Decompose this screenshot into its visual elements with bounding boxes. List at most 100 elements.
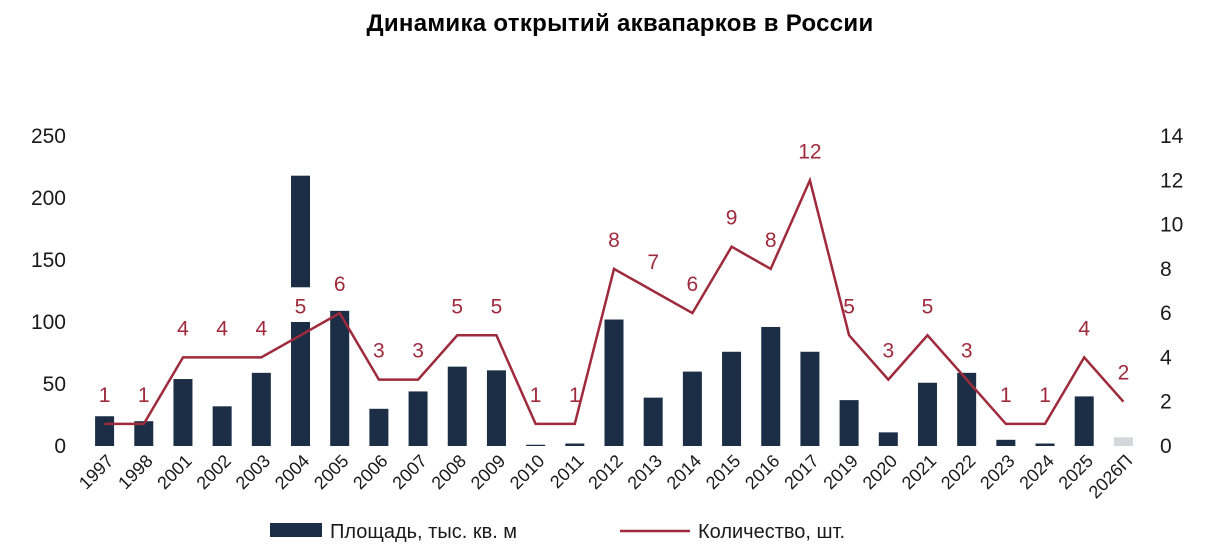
line-data-label: 1: [1039, 384, 1051, 407]
line-data-label: 5: [843, 295, 855, 318]
line-data-label: 8: [765, 229, 777, 252]
y-left-tick-label: 250: [31, 125, 66, 148]
bar: [1074, 396, 1094, 446]
bar-series: [95, 175, 1133, 446]
line-data-label: 6: [687, 273, 699, 296]
x-tick-label: 2014: [663, 451, 705, 493]
y-right-tick-label: 8: [1160, 258, 1172, 281]
bar: [251, 372, 271, 446]
x-tick-label: 2010: [506, 451, 548, 493]
x-tick-label: 2013: [624, 451, 666, 493]
y-right-tick-label: 12: [1160, 169, 1183, 192]
line-data-label: 12: [798, 140, 821, 163]
line-data-label: 2: [1118, 362, 1130, 385]
bar-break-segment: [291, 175, 311, 288]
x-tick-label: 2003: [232, 451, 274, 493]
legend-swatch-area: [270, 523, 322, 537]
line-data-label: 5: [451, 295, 463, 318]
x-tick-label: 2023: [976, 451, 1018, 493]
x-tick-label: 2004: [271, 451, 313, 493]
line-data-label: 4: [177, 317, 189, 340]
bar: [761, 326, 781, 446]
x-tick-label: 2001: [153, 451, 195, 493]
y-left-axis: 0 50 100 150 200 250: [31, 125, 66, 458]
x-tick-label: 2009: [467, 451, 509, 493]
line-series: [104, 176, 1125, 426]
bar: [878, 432, 898, 446]
bar: [722, 351, 742, 446]
y-left-tick-label: 50: [43, 373, 66, 396]
bar: [330, 310, 350, 446]
y-left-tick-label: 200: [31, 187, 66, 210]
bar: [134, 421, 154, 446]
x-tick-label: 2016: [741, 451, 783, 493]
line-data-label: 3: [373, 340, 385, 363]
x-tick-label: 2005: [310, 451, 352, 493]
bar: [1113, 437, 1133, 446]
bar: [486, 370, 506, 446]
bar: [917, 382, 937, 446]
x-tick-label: 2020: [859, 451, 901, 493]
legend-label-count: Количество, шт.: [698, 521, 845, 543]
bar: [95, 416, 115, 446]
line-data-label: 1: [99, 384, 111, 407]
bar: [643, 397, 663, 446]
line-data-label: 4: [255, 317, 267, 340]
bar: [1035, 443, 1055, 446]
bar: [682, 371, 702, 446]
x-tick-label: 2026П: [1085, 451, 1137, 503]
line-data-label: 5: [922, 295, 934, 318]
x-tick-label: 1998: [114, 451, 156, 493]
bar: [212, 406, 232, 446]
legend-label-area: Площадь, тыс. кв. м: [330, 521, 517, 543]
y-right-tick-label: 6: [1160, 302, 1172, 325]
bar: [996, 439, 1016, 446]
y-left-tick-label: 150: [31, 249, 66, 272]
y-right-tick-label: 10: [1160, 214, 1183, 237]
x-tick-label: 2024: [1015, 451, 1057, 493]
y-left-tick-label: 100: [31, 311, 66, 334]
line-data-label: 5: [295, 295, 307, 318]
y-right-tick-label: 2: [1160, 391, 1172, 414]
count-line: [104, 176, 1125, 426]
bar: [447, 366, 467, 446]
bar: [408, 391, 428, 446]
x-tick-label: 2012: [584, 451, 626, 493]
line-data-label: 1: [138, 384, 150, 407]
x-tick-label: 2022: [937, 451, 979, 493]
x-tick-label: 2021: [898, 451, 940, 493]
x-tick-label: 2007: [388, 451, 430, 493]
bar: [957, 372, 977, 446]
line-data-label: 9: [726, 207, 738, 230]
x-tick-label: 2017: [780, 451, 822, 493]
legend: Площадь, тыс. кв. м Количество, шт.: [270, 521, 845, 543]
line-data-label: 3: [882, 340, 894, 363]
x-tick-label: 2015: [702, 451, 744, 493]
line-data-label: 1: [1000, 384, 1012, 407]
line-data-label: 6: [334, 273, 346, 296]
x-tick-label: 2006: [349, 451, 391, 493]
y-right-tick-label: 4: [1160, 346, 1172, 369]
line-data-label: 8: [608, 229, 620, 252]
line-data-label: 3: [412, 340, 424, 363]
x-tick-label: 2011: [546, 451, 588, 493]
bar: [604, 319, 624, 446]
y-right-tick-label: 0: [1160, 435, 1172, 458]
bar: [291, 322, 311, 446]
line-data-label: 5: [491, 295, 503, 318]
y-left-tick-label: 0: [54, 435, 66, 458]
line-data-label: 4: [1078, 317, 1090, 340]
line-data-label: 7: [647, 251, 659, 274]
bar: [369, 408, 389, 446]
y-right-tick-label: 14: [1160, 125, 1184, 148]
x-tick-label: 1997: [75, 451, 117, 493]
bar: [839, 400, 859, 446]
x-tick-label: 2002: [193, 451, 235, 493]
x-tick-label: 2008: [428, 451, 470, 493]
line-data-label: 1: [530, 384, 542, 407]
y-right-axis: 0 2 4 6 8 10 12 14: [1160, 125, 1184, 458]
x-tick-label: 2019: [819, 451, 861, 493]
bar: [526, 444, 546, 446]
x-axis: 1997199820012002200320042005200620072008…: [75, 451, 1136, 503]
